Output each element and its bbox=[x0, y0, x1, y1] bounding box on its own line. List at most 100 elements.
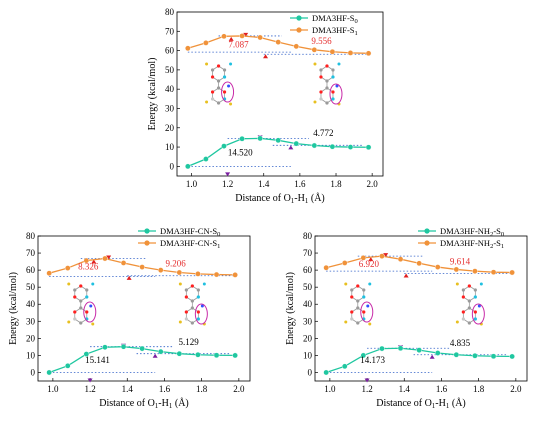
molecule-atom bbox=[350, 288, 354, 292]
data-point-s0 bbox=[434, 350, 441, 356]
x-axis-label: Distance of O1-H1 (Å) bbox=[99, 397, 189, 410]
y-tick-label: 0 bbox=[308, 367, 313, 377]
molecule-atom bbox=[319, 68, 323, 72]
molecule-atom bbox=[85, 288, 89, 292]
data-point-s0 bbox=[379, 345, 385, 352]
highlight-ring bbox=[221, 81, 235, 103]
y-tick-label: 30 bbox=[165, 103, 175, 113]
legend-entry: DMA3HF-NH2-S0 bbox=[440, 226, 504, 238]
molecule-atom bbox=[325, 101, 329, 105]
molecule-atom bbox=[331, 75, 335, 79]
molecule-atom bbox=[67, 320, 71, 324]
molecule-atom bbox=[356, 284, 360, 288]
molecule-atom bbox=[473, 288, 477, 292]
molecule-atom bbox=[216, 64, 221, 68]
molecule-atom bbox=[325, 86, 329, 90]
molecule-atom bbox=[229, 102, 233, 106]
x-axis-label: Distance of O1-H1 (Å) bbox=[235, 192, 325, 205]
molecule-atom bbox=[227, 84, 231, 88]
data-point-s0 bbox=[311, 142, 318, 149]
data-point-s1 bbox=[341, 260, 348, 266]
molecule-atom bbox=[184, 317, 188, 321]
molecule-atom bbox=[222, 75, 227, 79]
molecule-atom bbox=[356, 306, 360, 310]
data-point-s0 bbox=[472, 352, 478, 359]
molecule-atom bbox=[229, 62, 233, 66]
data-point-s1 bbox=[360, 255, 367, 261]
data-point-s1 bbox=[365, 50, 372, 57]
data-point-s1 bbox=[157, 267, 164, 273]
legend-entry: DMA3HF-CN-S0 bbox=[160, 226, 220, 238]
molecule-atom bbox=[313, 100, 317, 104]
plot-frame bbox=[176, 11, 384, 177]
barrier-label: 5.129 bbox=[179, 337, 200, 347]
molecule-atom bbox=[356, 299, 360, 303]
molecule-atom bbox=[79, 321, 83, 325]
data-point-s0 bbox=[157, 348, 164, 355]
x-tick-label: 1.4 bbox=[258, 179, 270, 189]
marker-triangle bbox=[383, 253, 389, 258]
data-point-s0 bbox=[139, 345, 145, 352]
y-tick-label: 80 bbox=[303, 231, 313, 241]
y-tick-label: 30 bbox=[303, 316, 313, 326]
y-tick-label: 40 bbox=[165, 84, 175, 94]
x-tick-label: 2.0 bbox=[233, 384, 245, 394]
molecule-atom bbox=[190, 284, 194, 288]
molecule-atom bbox=[473, 317, 477, 321]
marker-triangle bbox=[368, 257, 374, 262]
data-point-s0 bbox=[509, 353, 515, 360]
x-tick-label: 1.0 bbox=[47, 384, 59, 394]
data-point-s0 bbox=[293, 140, 300, 147]
data-point-s1 bbox=[472, 268, 478, 274]
barrier-label: 14.520 bbox=[228, 148, 253, 158]
molecule-atom bbox=[325, 79, 329, 83]
data-point-s1 bbox=[185, 45, 191, 52]
data-point-s1 bbox=[453, 266, 460, 273]
data-point-s0 bbox=[195, 351, 201, 358]
data-point-s0 bbox=[64, 363, 71, 369]
x-tick-label: 1.0 bbox=[186, 179, 198, 189]
molecule-atom bbox=[313, 62, 317, 66]
molecule-atom bbox=[344, 282, 348, 286]
data-point-s1 bbox=[257, 34, 263, 41]
data-point-s0 bbox=[213, 352, 220, 359]
marker-triangle bbox=[87, 378, 93, 383]
data-point-s0 bbox=[323, 369, 329, 376]
x-tick-label: 1.8 bbox=[473, 384, 485, 394]
y-axis-label: Energy (kcal/mol) bbox=[8, 272, 19, 345]
data-point-s1 bbox=[323, 264, 329, 271]
data-point-s1 bbox=[195, 271, 201, 277]
marker-triangle bbox=[126, 275, 132, 280]
data-point-s1 bbox=[221, 33, 227, 40]
x-tick-label: 1.8 bbox=[196, 384, 208, 394]
molecule-atom bbox=[216, 86, 221, 90]
data-point-s1 bbox=[347, 50, 354, 56]
x-tick-label: 1.0 bbox=[324, 384, 336, 394]
data-point-s1 bbox=[139, 264, 145, 270]
molecule-atom bbox=[362, 288, 366, 292]
marker-triangle bbox=[429, 354, 435, 359]
x-axis-label: Distance of O1-H1 (Å) bbox=[376, 397, 466, 410]
data-point-s1 bbox=[311, 47, 318, 53]
y-tick-label: 70 bbox=[165, 26, 175, 36]
molecule-atom bbox=[325, 64, 329, 68]
molecule-atom bbox=[467, 306, 471, 310]
molecule-atom bbox=[79, 306, 83, 310]
legend-entry: DMA3HF-CN-S1 bbox=[160, 238, 220, 250]
marker-triangle bbox=[243, 32, 249, 37]
legend-marker bbox=[144, 240, 150, 246]
molecule-atom bbox=[196, 317, 200, 321]
data-point-s1 bbox=[120, 260, 127, 266]
data-point-s0 bbox=[329, 143, 336, 150]
molecule-atom bbox=[467, 321, 471, 325]
legend-entry: DMA3HF-NH2-S1 bbox=[440, 238, 504, 250]
molecule-atom bbox=[467, 284, 471, 288]
highlight-ring bbox=[194, 303, 208, 325]
data-point-s1 bbox=[83, 257, 90, 264]
legend-marker bbox=[144, 228, 150, 234]
data-point-s1 bbox=[293, 43, 300, 50]
barrier-label: 8.326 bbox=[78, 261, 99, 271]
molecule-atom bbox=[467, 299, 471, 303]
x-tick-label: 1.6 bbox=[436, 384, 448, 394]
molecule-atom bbox=[222, 90, 227, 94]
